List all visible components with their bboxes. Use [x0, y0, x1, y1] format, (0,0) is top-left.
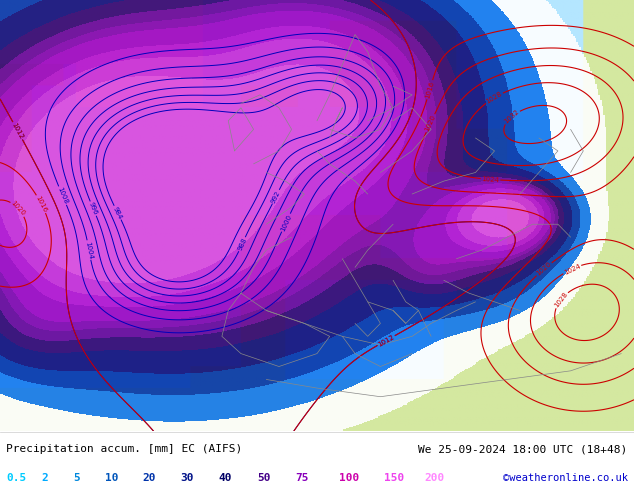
Text: 0.5: 0.5: [6, 473, 27, 483]
Text: 40: 40: [219, 473, 232, 483]
Text: 992: 992: [270, 189, 281, 204]
Text: 150: 150: [384, 473, 404, 483]
Text: 1024: 1024: [563, 263, 581, 275]
Text: 50: 50: [257, 473, 270, 483]
Text: 984: 984: [112, 205, 123, 220]
Text: 1012: 1012: [377, 334, 396, 347]
Text: 1028: 1028: [485, 91, 503, 105]
Text: ©weatheronline.co.uk: ©weatheronline.co.uk: [503, 473, 628, 483]
Text: 10: 10: [105, 473, 118, 483]
Text: 1028: 1028: [553, 291, 569, 309]
Text: 1020: 1020: [10, 200, 27, 217]
Text: 1020: 1020: [535, 261, 553, 277]
Text: 1024: 1024: [481, 176, 500, 183]
Text: 1020: 1020: [424, 114, 437, 133]
Text: 1004: 1004: [84, 241, 94, 259]
Text: 100: 100: [339, 473, 359, 483]
Text: 1032: 1032: [503, 109, 521, 125]
Text: 988: 988: [236, 237, 248, 252]
Text: We 25-09-2024 18:00 UTC (18+48): We 25-09-2024 18:00 UTC (18+48): [418, 444, 628, 454]
Text: 1012: 1012: [377, 334, 396, 347]
Text: 2: 2: [41, 473, 48, 483]
Text: 1012: 1012: [11, 122, 25, 140]
Text: 1016: 1016: [34, 195, 48, 213]
Text: 1016: 1016: [424, 80, 435, 99]
Text: 30: 30: [181, 473, 194, 483]
Text: 996: 996: [88, 201, 98, 216]
Text: 75: 75: [295, 473, 308, 483]
Text: 1000: 1000: [280, 213, 292, 232]
Text: 1012: 1012: [11, 122, 25, 140]
Text: 200: 200: [425, 473, 445, 483]
Text: 1008: 1008: [56, 186, 68, 205]
Text: 20: 20: [143, 473, 156, 483]
Text: 5: 5: [73, 473, 80, 483]
Text: Precipitation accum. [mm] EC (AIFS): Precipitation accum. [mm] EC (AIFS): [6, 444, 243, 454]
